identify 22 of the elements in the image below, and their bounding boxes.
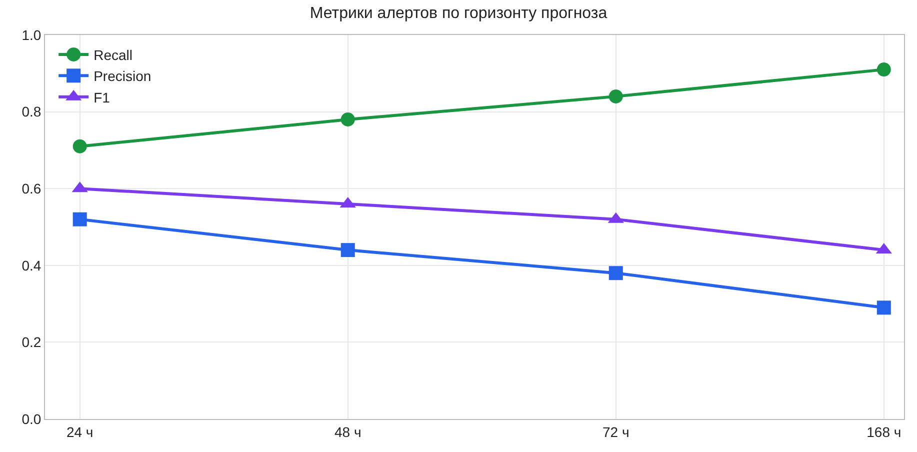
y-tick-label: 0.6 — [22, 180, 42, 196]
point — [608, 266, 623, 280]
y-tick-label: 1.0 — [22, 26, 42, 43]
x-tick-label: 24 ч — [66, 424, 94, 440]
point — [340, 243, 355, 258]
point — [608, 89, 623, 104]
x-tick-label: 168 ч — [866, 424, 902, 440]
legend-label: Recall — [94, 46, 132, 63]
y-tick-label: 0.0 — [22, 410, 42, 427]
legend-label: F1 — [94, 89, 110, 106]
y-tick-label: 0.8 — [22, 104, 42, 120]
x-tick-label: 72 ч — [602, 424, 630, 440]
y-tick-label: 0.2 — [22, 334, 42, 350]
point — [72, 212, 87, 226]
y-tick-label: 0.4 — [22, 257, 42, 274]
chart-title: Метрики алертов по горизонту прогноза — [310, 4, 608, 22]
legend-label: Precision — [94, 68, 152, 84]
point — [876, 62, 891, 77]
point — [340, 112, 355, 126]
point — [72, 139, 87, 154]
x-tick-label: 48 ч — [334, 424, 362, 440]
point — [876, 300, 891, 315]
